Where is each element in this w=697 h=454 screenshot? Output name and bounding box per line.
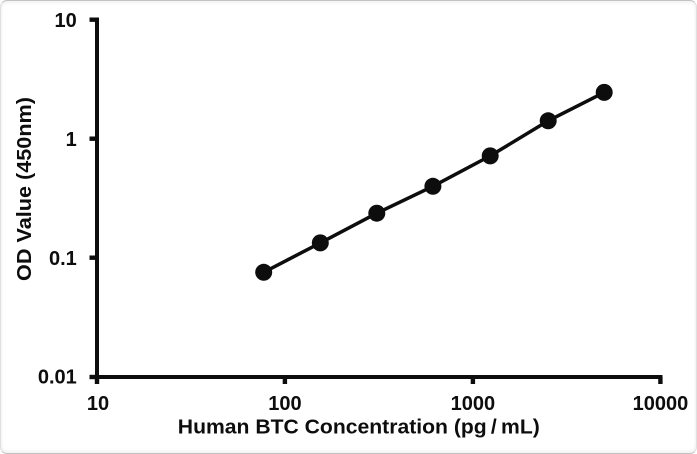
svg-text:0.01: 0.01 [37, 366, 76, 388]
svg-text:100: 100 [268, 393, 301, 415]
svg-text:10000: 10000 [632, 393, 688, 415]
svg-text:10: 10 [54, 9, 76, 31]
svg-text:Human BTC Concentration (pg /: Human BTC Concentration (pg / mL) [177, 415, 539, 438]
svg-text:0.1: 0.1 [48, 247, 76, 269]
svg-text:10: 10 [86, 393, 108, 415]
svg-text:1000: 1000 [450, 393, 495, 415]
svg-text:OD Value (450nm): OD Value (450nm) [13, 97, 36, 281]
svg-text:1: 1 [65, 128, 76, 150]
